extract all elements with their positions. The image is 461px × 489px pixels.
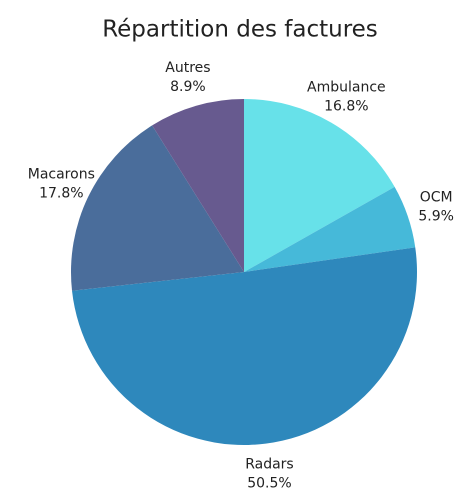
pie-slice xyxy=(244,186,416,272)
pie-slice xyxy=(72,247,417,446)
slice-label: OCM xyxy=(420,189,453,205)
slice-value-label: 17.8% xyxy=(39,185,83,201)
slice-value-label: 5.9% xyxy=(418,208,454,224)
slice-value-label: 8.9% xyxy=(170,79,206,95)
pie-slice xyxy=(244,99,395,272)
pie-slice xyxy=(71,125,244,291)
slice-value-label: 50.5% xyxy=(247,475,291,489)
slice-label: Macarons xyxy=(28,166,95,182)
slice-label: Radars xyxy=(245,456,294,472)
chart-title: Répartition des factures xyxy=(102,17,378,43)
slice-label: Ambulance xyxy=(307,80,386,96)
slice-value-label: 16.8% xyxy=(324,99,368,115)
slice-label: Autres xyxy=(165,60,210,76)
pie-slice xyxy=(152,99,244,272)
